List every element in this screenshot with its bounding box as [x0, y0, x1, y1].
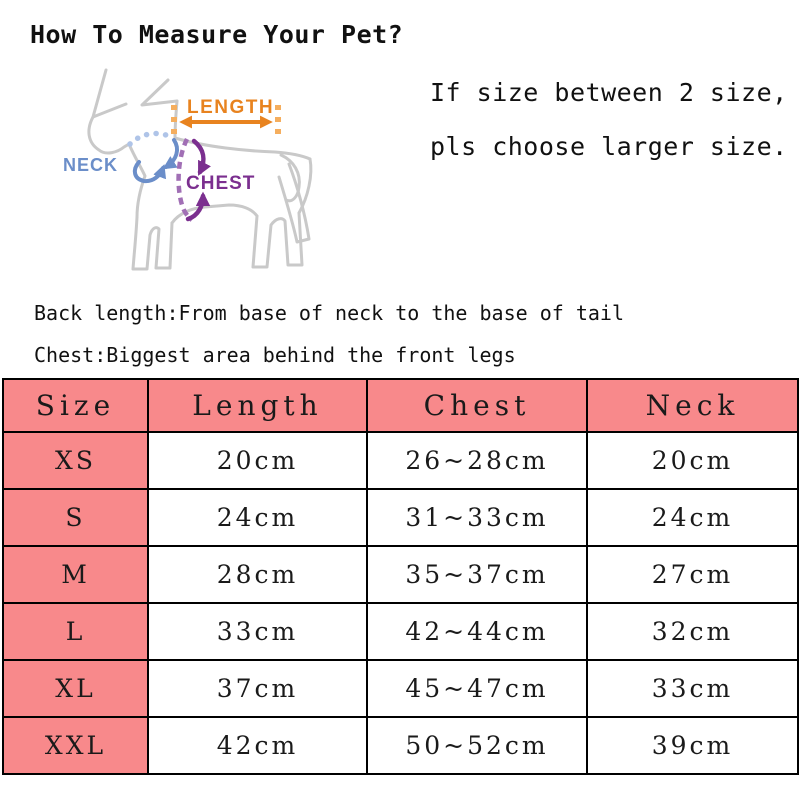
dog-back-ear	[91, 68, 128, 119]
cell-chest: 31~33cm	[366, 488, 588, 547]
note-line-2: pls choose larger size.	[430, 132, 788, 161]
cell-chest: 35~37cm	[366, 545, 588, 604]
cell-size: M	[2, 545, 149, 604]
cell-size: S	[2, 488, 149, 547]
dog-rump	[297, 157, 313, 215]
cell-neck: 32cm	[586, 602, 799, 661]
column-header-size: Size	[2, 378, 149, 433]
cell-length: 24cm	[147, 488, 368, 547]
table-row-xl: XL 37cm 45~47cm 33cm	[2, 659, 799, 718]
table-row-xs: XS 20cm 26~28cm 20cm	[2, 431, 799, 490]
cell-size: XXL	[2, 716, 149, 775]
dog-neck-chest	[127, 142, 147, 219]
dog-head	[87, 115, 131, 155]
cell-chest: 45~47cm	[366, 659, 588, 718]
column-header-chest: Chest	[366, 378, 588, 433]
cell-neck: 24cm	[586, 488, 799, 547]
neck-dotted-arc	[127, 130, 174, 147]
column-header-length: Length	[147, 378, 368, 433]
size-table-header-row: Size Length Chest Neck	[2, 378, 799, 433]
chest-arrow-top	[191, 138, 211, 176]
dog-hind-legs	[251, 211, 304, 269]
dog-measurement-diagram: LENGTH NECK CHEST	[63, 68, 313, 271]
cell-chest: 50~52cm	[366, 716, 588, 775]
cell-chest: 26~28cm	[366, 431, 588, 490]
neck-arrow-down	[162, 138, 180, 170]
dog-belly	[170, 203, 259, 225]
cell-neck: 39cm	[586, 716, 799, 775]
instruction-back-length: Back length:From base of neck to the bas…	[34, 301, 625, 325]
dog-outline	[87, 68, 313, 271]
neck-label: NECK	[63, 155, 118, 175]
chest-annotation: CHEST	[176, 137, 255, 222]
cell-neck: 33cm	[586, 659, 799, 718]
cell-size: XL	[2, 659, 149, 718]
size-table: Size Length Chest Neck XS 20cm 26~28cm 2…	[2, 378, 799, 775]
cell-neck: 27cm	[586, 545, 799, 604]
cell-length: 42cm	[147, 716, 368, 775]
page-title: How To Measure Your Pet?	[30, 20, 404, 49]
cell-length: 28cm	[147, 545, 368, 604]
column-header-neck: Neck	[586, 378, 799, 433]
table-row-s: S 24cm 31~33cm 24cm	[2, 488, 799, 547]
cell-length: 37cm	[147, 659, 368, 718]
neck-arrow-curl	[132, 160, 167, 184]
cell-length: 20cm	[147, 431, 368, 490]
chest-arrow-bottom	[185, 191, 211, 222]
chest-label: CHEST	[186, 173, 255, 194]
dog-front-legs	[131, 215, 174, 271]
note-line-1: If size between 2 size,	[430, 78, 788, 107]
instruction-chest: Chest:Biggest area behind the front legs	[34, 343, 516, 367]
cell-size: L	[2, 602, 149, 661]
size-advice-note: If size between 2 size, pls choose large…	[430, 66, 800, 174]
length-label: LENGTH	[187, 97, 274, 118]
neck-annotation: NECK	[63, 130, 180, 184]
cell-length: 33cm	[147, 602, 368, 661]
length-annotation: LENGTH	[171, 97, 281, 139]
dog-back-line	[173, 136, 312, 161]
measure-instructions: Back length:From base of neck to the bas…	[34, 292, 774, 376]
cell-chest: 42~44cm	[366, 602, 588, 661]
cell-neck: 20cm	[586, 431, 799, 490]
cell-size: XS	[2, 431, 149, 490]
table-row-l: L 33cm 42~44cm 32cm	[2, 602, 799, 661]
dog-tail	[279, 153, 301, 203]
chest-dashed-ellipse	[176, 137, 194, 222]
table-row-xxl: XXL 42cm 50~52cm 39cm	[2, 716, 799, 775]
table-row-m: M 28cm 35~37cm 27cm	[2, 545, 799, 604]
dog-front-ear	[140, 78, 179, 107]
